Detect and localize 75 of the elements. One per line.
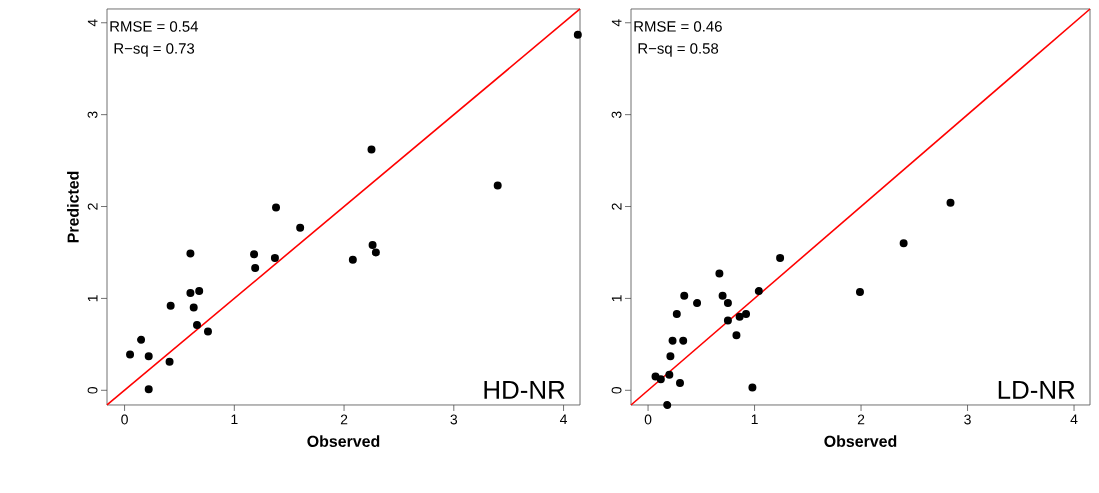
y-tick-label: 1 <box>87 295 98 302</box>
point <box>946 198 955 207</box>
point <box>666 352 675 361</box>
point <box>186 288 195 297</box>
point <box>195 287 204 296</box>
point <box>270 253 279 262</box>
annotation: R−sq = 0.73 <box>114 43 195 57</box>
point <box>776 253 785 262</box>
point <box>723 299 732 307</box>
y-tick-label: 2 <box>87 203 98 210</box>
point <box>754 287 763 296</box>
point <box>656 375 665 384</box>
point <box>672 310 681 319</box>
point <box>272 203 281 212</box>
y-tick-label: 4 <box>611 19 622 27</box>
point <box>144 385 153 394</box>
y-tick-label: 0 <box>611 386 622 394</box>
x-axis-title: Observed <box>824 435 897 447</box>
point <box>193 321 201 330</box>
point <box>668 336 677 345</box>
x-tick-label: 2 <box>857 414 865 425</box>
point <box>367 145 376 154</box>
point <box>732 331 741 340</box>
point <box>165 357 174 366</box>
point <box>680 291 689 300</box>
point <box>693 299 702 307</box>
x-axis-title: Observed <box>307 435 380 447</box>
y-tick-label: 4 <box>87 19 98 27</box>
point <box>723 316 732 325</box>
point <box>676 378 684 387</box>
point <box>203 327 212 336</box>
point <box>368 241 377 250</box>
point <box>348 255 357 264</box>
y-tick-label: 0 <box>87 386 98 394</box>
x-tick-label: 3 <box>964 414 971 425</box>
y-tick-label: 2 <box>611 203 622 210</box>
annotation: RMSE = 0.46 <box>634 21 722 32</box>
point <box>144 352 153 361</box>
point <box>735 312 744 321</box>
point <box>137 335 146 344</box>
point <box>251 264 260 273</box>
point <box>855 287 864 296</box>
x-tick-label: 1 <box>231 414 238 425</box>
point <box>166 301 175 310</box>
point <box>493 181 502 190</box>
point <box>126 350 135 359</box>
point <box>742 310 751 319</box>
y-tick-label: 3 <box>611 111 622 118</box>
point <box>663 400 672 409</box>
point <box>665 370 674 379</box>
point <box>715 269 724 278</box>
point <box>679 336 688 345</box>
y-tick-label: 1 <box>611 295 622 302</box>
point <box>371 248 380 257</box>
point <box>189 303 198 312</box>
point <box>718 291 727 300</box>
annotation: HD-NR <box>484 380 565 399</box>
point <box>296 223 305 232</box>
x-tick-label: 1 <box>751 414 758 425</box>
point <box>186 249 195 258</box>
x-tick-label: 0 <box>121 414 128 425</box>
point <box>250 250 259 259</box>
x-tick-label: 3 <box>450 414 458 425</box>
annotation: RMSE = 0.54 <box>110 21 199 32</box>
point <box>899 239 908 248</box>
annotation: R−sq = 0.58 <box>638 43 719 57</box>
point <box>573 30 582 39</box>
point <box>748 383 757 392</box>
x-tick-label: 2 <box>340 414 348 425</box>
annotation: LD-NR <box>998 380 1075 399</box>
y-tick-label: 3 <box>87 111 98 118</box>
x-tick-label: 0 <box>644 414 652 425</box>
x-tick-label: 4 <box>559 414 568 425</box>
x-tick-label: 4 <box>1070 414 1078 425</box>
y-axis-title: Predicted <box>67 171 79 243</box>
